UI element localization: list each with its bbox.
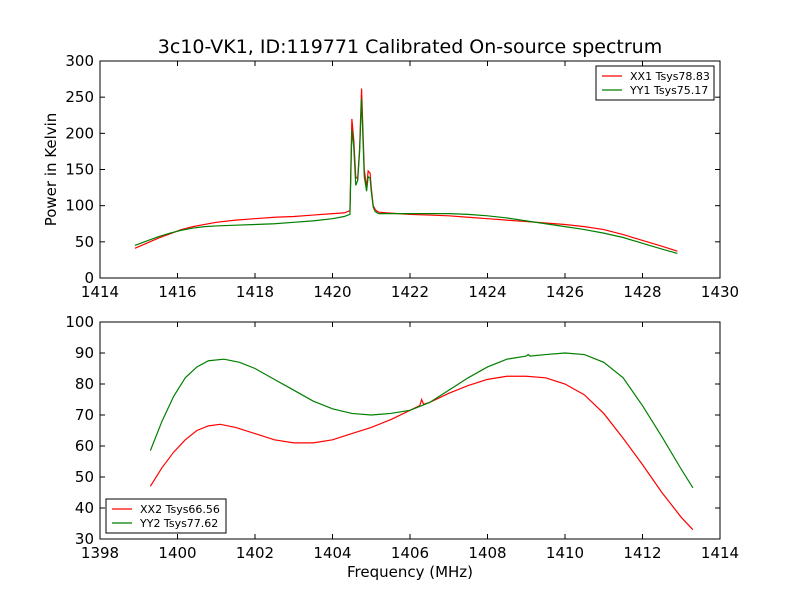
x-tick-label: 1406 xyxy=(391,544,429,562)
x-tick-label: 1416 xyxy=(158,283,196,301)
series-line-2 xyxy=(149,352,694,489)
legend-entry: YY2 Tsys77.62 xyxy=(139,517,218,530)
y-tick-label: 150 xyxy=(65,161,94,179)
x-tick-label: 1428 xyxy=(623,283,661,301)
x-tick-label: 1424 xyxy=(468,283,506,301)
x-tick-label: 1410 xyxy=(546,544,584,562)
top-spectrum-panel: 1414 1416 1418 1420 1422 1424 1426 1428 1430 0 50 1… xyxy=(42,52,739,301)
x-tick-label: 1414 xyxy=(701,544,739,562)
series-line-1 xyxy=(149,375,694,531)
y-tick-label: 30 xyxy=(75,530,94,548)
x-tick-label: 1412 xyxy=(623,544,661,562)
y-tick-label: 70 xyxy=(75,406,94,424)
series-line-2 xyxy=(134,98,678,254)
bottom-spectrum-panel: 1398 1400 1402 1404 1406 1408 1410 1412 1414 30 40… xyxy=(65,313,739,562)
legend-box xyxy=(595,65,715,101)
x-axis-label: Frequency (MHz) xyxy=(347,563,473,581)
legend-entry: XX1 Tsys78.83 xyxy=(630,70,710,83)
x-tick-label: 1426 xyxy=(546,283,584,301)
y-tick-label: 80 xyxy=(75,375,94,393)
x-tick-label: 1402 xyxy=(236,544,274,562)
x-tick-label: 1408 xyxy=(468,544,506,562)
y-tick-label: 200 xyxy=(65,124,94,142)
legend-box xyxy=(105,498,227,534)
y-tick-label: 50 xyxy=(75,468,94,486)
y-tick-label: 90 xyxy=(75,344,94,362)
y-axis-label: Power in Kelvin xyxy=(42,113,60,227)
legend-entry: XX2 Tsys66.56 xyxy=(140,503,220,516)
y-tick-label: 250 xyxy=(65,88,94,106)
y-tick-label: 60 xyxy=(75,437,94,455)
x-tick-label: 1400 xyxy=(158,544,196,562)
x-tick-label: 1418 xyxy=(236,283,274,301)
legend-entry: YY1 Tsys75.17 xyxy=(629,84,708,97)
chart-title: 3c10-VK1, ID:119771 Calibrated On-source… xyxy=(158,36,662,58)
y-tick-label: 0 xyxy=(84,269,94,287)
y-tick-label: 40 xyxy=(75,499,94,517)
x-tick-label: 1430 xyxy=(701,283,739,301)
y-tick-label: 100 xyxy=(65,313,94,331)
y-tick-label: 300 xyxy=(65,52,94,70)
x-tick-label: 1422 xyxy=(391,283,429,301)
y-tick-label: 100 xyxy=(65,197,94,215)
x-tick-label: 1404 xyxy=(313,544,351,562)
y-tick-label: 50 xyxy=(75,233,94,251)
x-tick-label: 1420 xyxy=(313,283,351,301)
x-tick-label: 1414 xyxy=(81,283,119,301)
x-tick-label: 1398 xyxy=(81,544,119,562)
